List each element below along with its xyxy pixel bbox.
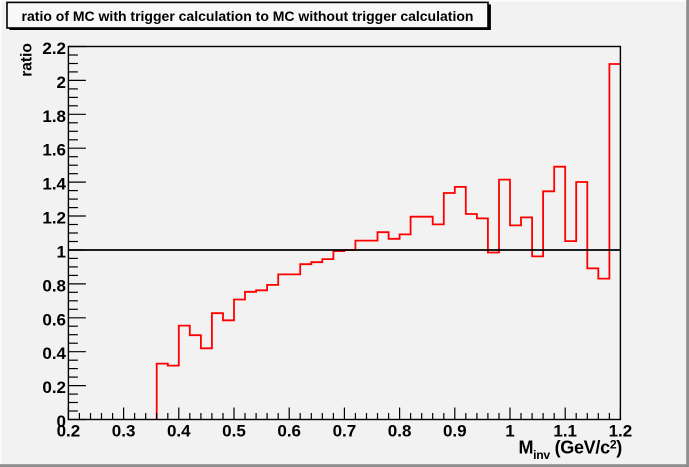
svg-text:1.2: 1.2 bbox=[42, 209, 66, 228]
svg-text:0.9: 0.9 bbox=[443, 422, 467, 441]
svg-text:1.6: 1.6 bbox=[42, 141, 66, 160]
svg-text:0.8: 0.8 bbox=[388, 422, 412, 441]
svg-text:ratio of MC with trigger calcu: ratio of MC with trigger calculation to … bbox=[22, 8, 474, 24]
svg-text:0.4: 0.4 bbox=[167, 422, 191, 441]
svg-text:1.2: 1.2 bbox=[609, 422, 633, 441]
svg-text:0.7: 0.7 bbox=[333, 422, 357, 441]
svg-text:0.6: 0.6 bbox=[42, 310, 66, 329]
svg-text:1.8: 1.8 bbox=[42, 107, 66, 126]
svg-text:1: 1 bbox=[505, 422, 514, 441]
svg-text:0.4: 0.4 bbox=[42, 344, 66, 363]
svg-text:ratio: ratio bbox=[19, 43, 36, 77]
svg-text:2: 2 bbox=[57, 73, 66, 92]
svg-text:1: 1 bbox=[57, 243, 66, 262]
svg-text:Minv (GeV/c2): Minv (GeV/c2) bbox=[518, 437, 622, 462]
svg-text:0.2: 0.2 bbox=[57, 422, 81, 441]
svg-text:0.2: 0.2 bbox=[42, 378, 66, 397]
svg-text:0: 0 bbox=[57, 412, 66, 431]
svg-text:0.5: 0.5 bbox=[222, 422, 246, 441]
svg-text:2.2: 2.2 bbox=[42, 39, 66, 58]
svg-text:0.8: 0.8 bbox=[42, 276, 66, 295]
svg-text:1.1: 1.1 bbox=[553, 422, 577, 441]
svg-text:1.4: 1.4 bbox=[42, 175, 66, 194]
svg-text:0.6: 0.6 bbox=[277, 422, 301, 441]
svg-text:0.3: 0.3 bbox=[112, 422, 136, 441]
